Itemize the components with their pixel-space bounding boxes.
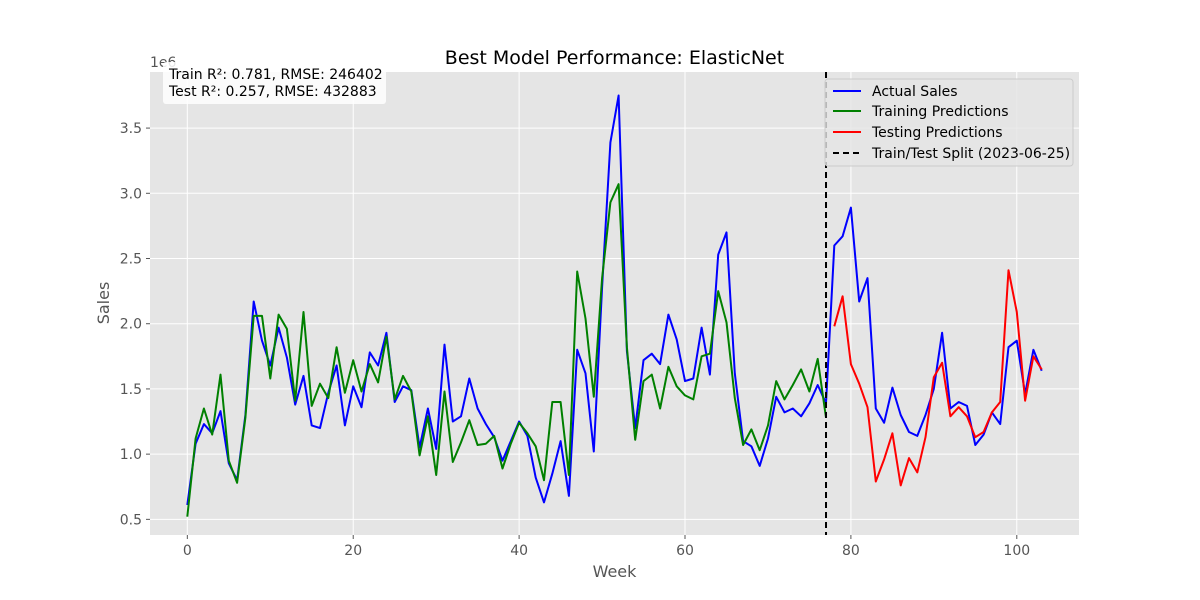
chart-title: Best Model Performance: ElasticNet bbox=[445, 47, 784, 69]
annotation-train-metrics: Train R²: 0.781, RMSE: 246402 bbox=[168, 67, 383, 83]
legend-label-split: Train/Test Split (2023-06-25) bbox=[871, 146, 1070, 162]
x-axis-ticks: 0 20 40 60 80 100 bbox=[183, 535, 1030, 559]
legend: Actual Sales Training Predictions Testin… bbox=[824, 78, 1074, 167]
legend-label-training: Training Predictions bbox=[871, 104, 1009, 120]
legend-box bbox=[824, 78, 1074, 167]
annotation-test-metrics: Test R²: 0.257, RMSE: 432883 bbox=[168, 84, 377, 100]
training-predictions-line bbox=[186, 183, 827, 517]
annotation-box bbox=[163, 62, 386, 104]
series-lines bbox=[186, 94, 1043, 517]
x-tick-label: 100 bbox=[1003, 543, 1030, 559]
y-tick-label: 2.0 bbox=[120, 317, 142, 333]
x-tick-label: 80 bbox=[842, 543, 860, 559]
y-tick-label: 3.0 bbox=[120, 186, 142, 202]
x-tick-label: 20 bbox=[344, 543, 362, 559]
y-tick-label: 0.5 bbox=[120, 512, 142, 528]
testing-predictions-line bbox=[833, 269, 1043, 487]
y-axis-ticks: 0.5 1.0 1.5 2.0 2.5 3.0 3.5 bbox=[120, 121, 150, 528]
legend-label-actual: Actual Sales bbox=[872, 84, 958, 100]
y-axis-label: Sales bbox=[94, 282, 113, 325]
x-tick-label: 40 bbox=[510, 543, 528, 559]
x-axis-label: Week bbox=[593, 562, 638, 581]
y-tick-label: 1.0 bbox=[120, 447, 142, 463]
x-tick-label: 0 bbox=[183, 543, 192, 559]
y-tick-label: 3.5 bbox=[120, 121, 142, 137]
x-tick-label: 60 bbox=[676, 543, 694, 559]
legend-label-testing: Testing Predictions bbox=[871, 125, 1003, 141]
metrics-annotation: Train R²: 0.781, RMSE: 246402 Test R²: 0… bbox=[163, 62, 386, 104]
y-tick-label: 1.5 bbox=[120, 382, 142, 398]
y-tick-label: 2.5 bbox=[120, 252, 142, 268]
